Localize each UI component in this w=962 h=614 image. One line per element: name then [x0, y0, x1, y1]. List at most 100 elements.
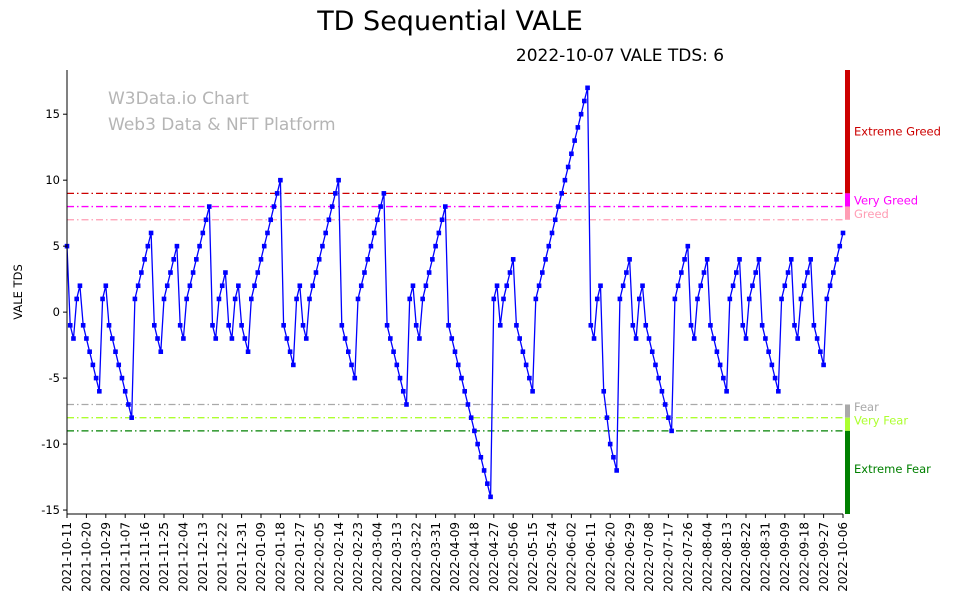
data-point-marker: [378, 204, 383, 209]
x-tick-label: 2021-12-13: [196, 522, 210, 592]
data-point-marker: [139, 270, 144, 275]
x-tick-label: 2022-06-02: [565, 522, 579, 592]
data-point-marker: [649, 349, 655, 355]
data-point-marker: [507, 270, 513, 275]
data-point-marker: [358, 283, 364, 289]
data-point-marker: [501, 296, 506, 302]
data-point-marker: [229, 336, 235, 341]
data-point-marker: [717, 362, 723, 368]
x-tick-label: 2021-11-25: [157, 522, 171, 592]
data-point-marker: [659, 388, 665, 394]
x-tick-label: 2021-12-31: [235, 522, 249, 592]
data-point-marker: [527, 375, 532, 381]
x-tick-label: 2021-12-04: [177, 522, 191, 592]
data-point-marker: [203, 217, 209, 223]
data-point-marker: [417, 336, 422, 341]
x-tick-label: 2022-01-18: [274, 522, 288, 592]
data-point-marker: [252, 283, 257, 289]
data-point-marker: [546, 243, 552, 249]
data-point-marker: [219, 283, 225, 289]
x-tick-label: 2022-05-06: [506, 522, 520, 592]
data-point-marker: [530, 388, 535, 394]
data-point-marker: [533, 296, 539, 302]
data-point-marker: [536, 283, 542, 289]
data-point-marker: [80, 323, 86, 328]
x-tick-label: 2022-05-24: [545, 522, 559, 592]
data-point-marker: [106, 323, 112, 328]
extreme-greed-label: Extreme Greed: [854, 124, 941, 138]
data-point-marker: [381, 191, 387, 196]
data-point-marker: [352, 375, 358, 381]
data-point-marker: [562, 177, 568, 183]
data-point-marker: [242, 336, 248, 341]
data-point-marker: [194, 257, 199, 262]
data-point-marker: [617, 296, 623, 302]
data-point-marker: [491, 296, 497, 302]
data-point-marker: [413, 323, 419, 328]
page-title: TD Sequential VALE: [317, 6, 583, 37]
y-tick-label: -10: [41, 437, 60, 451]
data-point-marker: [452, 349, 458, 355]
x-tick-label: 2022-08-22: [739, 522, 753, 592]
data-point-marker: [261, 243, 267, 249]
y-tick-label: 15: [45, 107, 60, 121]
data-point-marker: [834, 257, 839, 262]
data-point-marker: [630, 323, 636, 328]
x-tick-label: 2022-03-13: [390, 522, 404, 592]
data-point-marker: [443, 204, 448, 209]
data-point-marker: [164, 283, 170, 289]
x-tick-label: 2022-04-27: [487, 522, 501, 592]
data-point-marker: [455, 362, 461, 368]
data-point-marker: [216, 296, 222, 302]
greed-zone-bar: [845, 206, 850, 220]
data-point-marker: [190, 270, 196, 275]
data-point-marker: [329, 204, 335, 209]
x-tick-label: 2022-03-31: [429, 522, 443, 592]
data-point-marker: [446, 323, 451, 328]
data-point-marker: [465, 402, 471, 407]
data-point-marker: [837, 243, 843, 249]
data-point-marker: [84, 336, 89, 341]
x-tick-label: 2021-12-22: [215, 522, 229, 592]
data-point-marker: [145, 243, 151, 249]
data-point-marker: [779, 296, 784, 302]
data-point-marker: [730, 283, 736, 289]
data-point-marker: [365, 257, 370, 262]
x-tick-label: 2022-03-22: [409, 522, 423, 592]
data-point-marker: [397, 375, 403, 381]
data-point-marker: [388, 336, 393, 341]
data-point-marker: [77, 283, 83, 289]
data-point-marker: [433, 243, 438, 249]
data-point-marker: [776, 388, 781, 394]
x-tick-label: 2022-07-08: [642, 522, 656, 592]
data-point-marker: [588, 323, 594, 328]
y-tick-label: -15: [41, 503, 60, 517]
data-point-marker: [152, 323, 157, 328]
data-point-marker: [200, 230, 206, 236]
data-point-marker: [394, 362, 400, 368]
data-point-marker: [714, 349, 720, 355]
data-point-marker: [236, 283, 241, 289]
data-point-marker: [342, 336, 348, 341]
data-point-marker: [488, 494, 493, 500]
data-point-marker: [213, 336, 219, 341]
x-tick-label: 2021-10-29: [99, 522, 113, 592]
extreme-fear-zone-bar: [845, 430, 850, 514]
data-point-marker: [177, 323, 183, 328]
data-point-marker: [410, 283, 416, 289]
x-tick-label: 2021-11-07: [118, 522, 132, 592]
data-point-marker: [90, 362, 96, 368]
data-point-marker: [688, 323, 694, 328]
x-tick-label: 2022-10-06: [836, 522, 850, 592]
data-point-marker: [103, 283, 109, 289]
data-point-marker: [782, 283, 788, 289]
x-tick-label: 2022-02-05: [312, 522, 326, 592]
data-point-marker: [601, 388, 607, 394]
data-point-marker: [475, 441, 480, 447]
data-point-marker: [148, 230, 154, 236]
data-point-marker: [87, 349, 92, 355]
data-point-marker: [808, 257, 813, 262]
data-point-marker: [611, 454, 616, 460]
data-point-marker: [620, 283, 626, 289]
extreme-fear-label: Extreme Fear: [854, 462, 931, 476]
